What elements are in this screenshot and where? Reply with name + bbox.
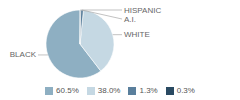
html-text:0.3%: 0.3% bbox=[176, 86, 195, 95]
html-text:38.0%: 38.0% bbox=[97, 86, 121, 95]
html-text:1.3%: 1.3% bbox=[139, 86, 158, 95]
svg-text:WHITE: WHITE bbox=[124, 30, 150, 39]
svg-text:HISPANIC: HISPANIC bbox=[124, 6, 161, 15]
svg-text:BLACK: BLACK bbox=[10, 50, 37, 59]
svg-text:A.I.: A.I. bbox=[124, 15, 136, 24]
html-text:60.5%: 60.5% bbox=[56, 86, 79, 95]
